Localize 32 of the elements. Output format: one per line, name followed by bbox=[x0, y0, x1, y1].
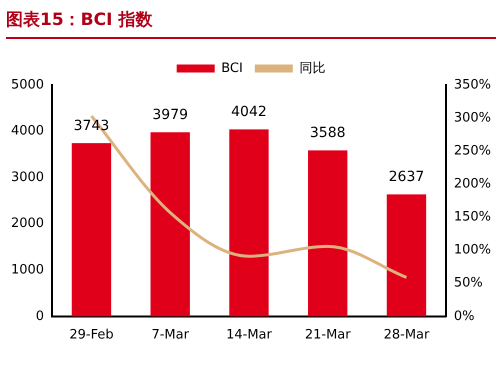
y-tick-label: 2000 bbox=[10, 216, 44, 232]
y-tick-label: 5000 bbox=[10, 77, 44, 92]
data-label: 3979 bbox=[152, 106, 188, 123]
y2-tick-label: 100% bbox=[454, 242, 492, 258]
y2-tick-label: 350% bbox=[454, 77, 492, 92]
bar bbox=[72, 143, 112, 316]
y-tick-label: 3000 bbox=[10, 170, 44, 185]
y2-tick-label: 0% bbox=[454, 308, 474, 324]
x-tick-label: 28-Mar bbox=[384, 328, 430, 343]
x-tick-label: 29-Feb bbox=[69, 328, 114, 343]
y-tick-label: 0 bbox=[36, 308, 44, 324]
y2-tick-label: 150% bbox=[454, 210, 492, 225]
y-tick-label: 4000 bbox=[10, 124, 44, 139]
data-label: 3588 bbox=[310, 124, 346, 141]
y2-tick-label: 250% bbox=[454, 143, 492, 158]
data-label: 2637 bbox=[388, 169, 424, 185]
x-tick-label: 7-Mar bbox=[151, 328, 190, 343]
x-tick-label: 21-Mar bbox=[304, 328, 352, 343]
data-label: 3743 bbox=[74, 118, 110, 134]
bar bbox=[150, 132, 190, 316]
y2-tick-label: 50% bbox=[454, 276, 483, 291]
y2-tick-label: 200% bbox=[454, 176, 492, 192]
x-tick-label: 14-Mar bbox=[226, 328, 272, 343]
legend-label: 同比 bbox=[299, 60, 326, 76]
bar bbox=[308, 150, 348, 316]
data-label: 4042 bbox=[231, 104, 267, 120]
y-tick-label: 1000 bbox=[10, 262, 44, 278]
legend-label: BCI bbox=[221, 60, 243, 76]
y2-tick-label: 300% bbox=[454, 110, 492, 126]
bar bbox=[229, 129, 269, 316]
chart-title: 图表15：BCI 指数 bbox=[6, 8, 496, 39]
bar bbox=[386, 194, 426, 316]
